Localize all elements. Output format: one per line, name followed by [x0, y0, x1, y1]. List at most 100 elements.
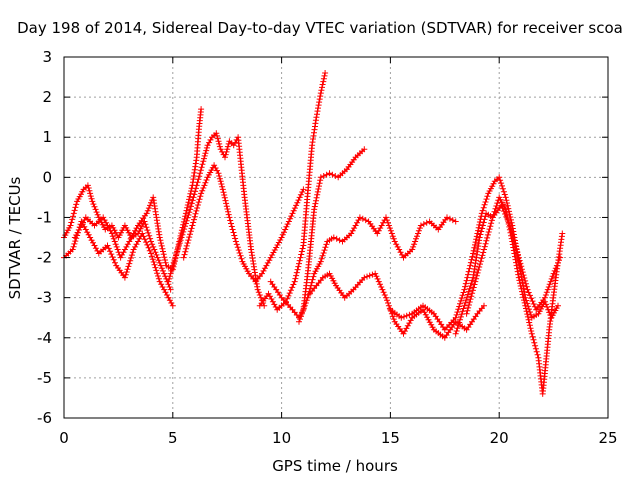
data-point-marker	[473, 236, 480, 243]
x-tick-label: 5	[168, 429, 178, 447]
data-point-marker	[479, 207, 486, 214]
x-axis-title: GPS time / hours	[272, 457, 398, 475]
data-point-marker	[349, 227, 356, 234]
data-point-marker	[320, 78, 327, 85]
data-point-marker	[361, 146, 368, 153]
data-point-marker	[542, 292, 549, 298]
data-point-marker	[488, 217, 495, 224]
data-point-marker	[106, 225, 112, 232]
data-point-marker	[524, 311, 531, 318]
data-point-marker	[142, 221, 149, 228]
data-point-marker	[312, 200, 319, 207]
data-point-marker	[289, 210, 296, 217]
data-point-marker	[199, 161, 206, 168]
data-point-marker	[465, 271, 471, 278]
data-point-marker	[474, 230, 481, 237]
data-point-marker	[88, 237, 95, 244]
data-point-marker	[517, 260, 524, 267]
data-point-marker	[471, 244, 478, 251]
data-point-marker	[175, 242, 182, 249]
data-point-marker	[444, 214, 450, 221]
data-point-marker	[406, 320, 413, 327]
data-point-marker	[513, 245, 520, 252]
data-point-marker	[224, 206, 231, 212]
data-point-marker	[523, 308, 530, 315]
y-tick-label: -3	[37, 289, 52, 307]
data-point-marker	[223, 203, 230, 210]
data-point-marker	[212, 165, 219, 171]
data-point-marker	[68, 219, 75, 226]
data-point-marker	[140, 233, 147, 240]
data-point-marker	[158, 242, 165, 249]
data-point-marker	[479, 225, 486, 232]
data-point-marker	[375, 278, 382, 285]
data-point-marker	[510, 234, 517, 241]
data-point-marker	[235, 247, 242, 254]
data-point-marker	[144, 207, 151, 214]
data-point-marker	[483, 237, 490, 244]
data-point-marker	[390, 235, 397, 242]
data-point-marker	[391, 238, 398, 245]
data-point-marker	[168, 267, 175, 274]
data-point-marker	[237, 252, 244, 259]
data-point-marker	[70, 243, 77, 250]
data-point-marker	[203, 144, 210, 151]
y-tick-label: 0	[42, 168, 52, 186]
data-point-marker	[224, 143, 231, 150]
data-point-marker	[460, 305, 467, 312]
data-point-marker	[166, 273, 173, 280]
data-point-marker	[555, 259, 561, 266]
data-point-marker	[71, 240, 78, 247]
data-point-marker	[467, 259, 474, 266]
data-point-marker	[322, 70, 329, 76]
data-point-marker	[314, 191, 321, 198]
data-point-marker	[482, 199, 489, 205]
data-point-marker	[452, 314, 459, 321]
data-point-marker	[464, 291, 471, 298]
data-point-marker	[87, 190, 94, 197]
data-point-marker	[481, 201, 488, 208]
data-point-marker	[321, 247, 328, 254]
data-point-marker	[472, 278, 479, 285]
data-point-marker	[117, 254, 124, 261]
x-tick-labels: 0 5 10 15 20 25	[59, 429, 617, 447]
data-point-marker	[165, 278, 172, 285]
data-point-marker	[85, 231, 92, 238]
data-point-marker	[406, 311, 413, 318]
data-point-marker	[497, 177, 504, 184]
data-point-marker	[303, 297, 310, 304]
data-point-marker	[528, 328, 535, 334]
data-point-marker	[420, 221, 427, 228]
data-point-marker	[479, 222, 486, 229]
data-point-marker	[483, 196, 490, 203]
data-point-marker	[469, 277, 476, 284]
data-point-marker	[296, 318, 302, 325]
data-point-marker	[114, 246, 121, 253]
data-point-marker	[198, 190, 205, 197]
data-point-marker	[150, 243, 157, 250]
data-point-marker	[364, 273, 370, 280]
data-point-marker	[287, 215, 294, 222]
data-point-marker	[485, 229, 492, 235]
data-point-marker	[166, 297, 173, 304]
data-point-marker	[513, 262, 520, 269]
data-point-marker	[484, 234, 491, 241]
data-point-marker	[387, 227, 394, 234]
data-point-marker	[189, 197, 196, 204]
data-point-marker	[183, 245, 190, 252]
data-point-marker	[511, 240, 518, 246]
data-point-marker	[147, 235, 154, 242]
data-point-marker	[230, 229, 237, 236]
data-point-marker	[476, 221, 483, 228]
data-point-marker	[149, 241, 156, 248]
data-point-marker	[177, 237, 184, 244]
x-tick-label: 15	[381, 429, 400, 447]
data-point-marker	[180, 228, 187, 235]
data-point-marker	[385, 300, 391, 306]
data-point-marker	[295, 263, 302, 270]
data-point-marker	[285, 218, 292, 225]
data-point-marker	[516, 277, 523, 284]
data-point-marker	[286, 290, 293, 297]
data-point-marker	[505, 219, 512, 226]
data-point-marker	[329, 171, 336, 178]
